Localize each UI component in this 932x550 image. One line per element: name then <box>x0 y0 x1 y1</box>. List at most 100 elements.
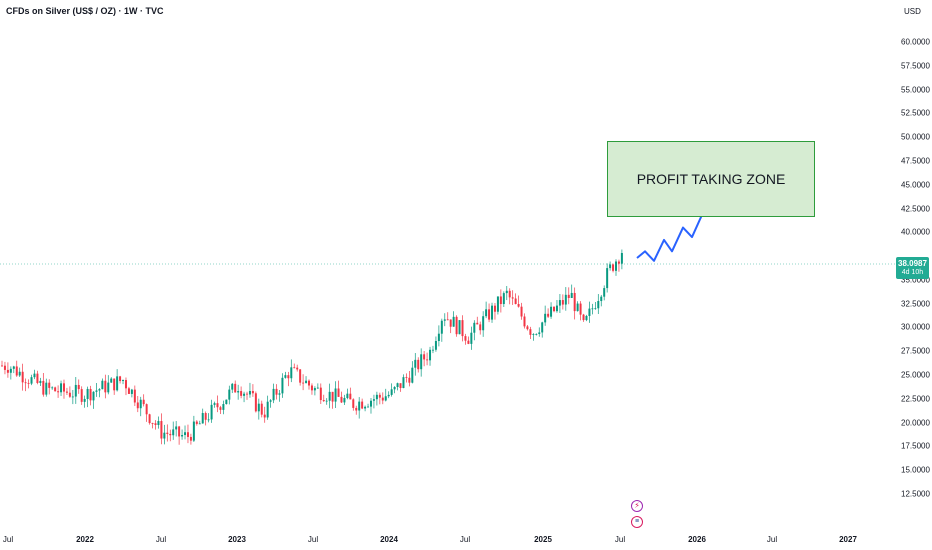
candle-body <box>6 369 9 373</box>
time-tick-label: 2024 <box>380 535 398 544</box>
candle-body <box>529 329 532 335</box>
candle-body <box>310 385 313 391</box>
time-tick-label: 2026 <box>688 535 706 544</box>
candle-body <box>461 320 464 337</box>
price-tick-label: 40.0000 <box>901 227 930 237</box>
candle-body <box>62 383 65 392</box>
candle-body <box>225 399 228 405</box>
price-tick-label: 30.0000 <box>901 322 930 332</box>
candle-body <box>325 400 328 402</box>
candle-body <box>364 406 367 409</box>
candle-body <box>9 368 12 373</box>
candle-body <box>15 366 18 376</box>
candle-body <box>505 290 508 294</box>
candle-body <box>437 333 440 341</box>
price-tick-label: 35.0000 <box>901 275 930 285</box>
candle-body <box>86 388 89 399</box>
candle-body <box>275 388 278 395</box>
candle-body <box>576 303 579 312</box>
candle-body <box>42 380 45 395</box>
candle-body <box>384 396 387 401</box>
candle-body <box>532 334 535 335</box>
candle-body <box>178 426 181 437</box>
price-tick-label: 12.5000 <box>901 489 930 499</box>
candle-body <box>281 377 284 394</box>
candle-body <box>405 377 408 378</box>
candle-body <box>104 380 107 393</box>
candle-body <box>588 308 591 316</box>
candle-body <box>423 354 426 360</box>
candle-body <box>293 367 296 369</box>
candle-body <box>449 319 452 327</box>
candle-body <box>375 394 378 400</box>
candle-body <box>192 421 195 441</box>
candle-body <box>499 296 502 305</box>
candle-body <box>482 316 485 331</box>
candle-body <box>431 349 434 351</box>
candle-body <box>228 389 231 400</box>
price-tick-label: 22.5000 <box>901 394 930 404</box>
candle-body <box>266 401 269 418</box>
candle-body <box>12 366 15 369</box>
candle-body <box>299 369 302 383</box>
price-tick-label: 52.5000 <box>901 108 930 118</box>
candle-body <box>219 407 222 410</box>
candle-body <box>564 294 567 305</box>
time-tick-label: Jul <box>307 535 319 544</box>
candle-body <box>240 391 243 396</box>
lightning-event-icon[interactable]: ⚡ <box>631 500 643 512</box>
candle-body <box>443 319 446 321</box>
currency-label[interactable]: USD <box>904 7 921 16</box>
candle-body <box>24 382 27 384</box>
candle-body <box>331 391 334 402</box>
candle-body <box>408 377 411 383</box>
price-tick-label: 27.5000 <box>901 346 930 356</box>
time-tick-label: 2023 <box>228 535 246 544</box>
candle-body <box>21 371 24 383</box>
candle-body <box>139 399 142 409</box>
candle-body <box>420 354 423 370</box>
candle-body <box>514 298 517 305</box>
candle-body <box>579 303 582 315</box>
candle-body <box>352 399 355 408</box>
candle-body <box>387 394 390 397</box>
candle-body <box>27 382 30 384</box>
candle-body <box>520 306 523 317</box>
candle-body <box>429 349 432 361</box>
candle-body <box>184 432 187 436</box>
candle-body <box>426 359 429 361</box>
candle-body <box>201 413 204 424</box>
candle-body <box>340 396 343 403</box>
candle-body <box>316 387 319 389</box>
candle-body <box>470 332 473 344</box>
candle-body <box>154 423 157 425</box>
chart-title: CFDs on Silver (US$ / OZ) · 1W · TVC <box>6 6 164 16</box>
candle-body <box>186 432 189 437</box>
profit-taking-zone[interactable]: PROFIT TAKING ZONE <box>607 141 815 217</box>
candle-body <box>89 388 92 401</box>
candle-body <box>116 376 119 391</box>
candle-body <box>107 382 110 393</box>
candle-body <box>133 389 136 403</box>
candle-body <box>181 435 184 437</box>
candle-body <box>414 359 417 368</box>
candles-group <box>1 249 623 445</box>
candle-body <box>561 300 564 305</box>
candle-body <box>113 378 116 391</box>
candle-body <box>517 304 520 307</box>
candle-body <box>95 390 98 392</box>
candle-body <box>390 389 393 395</box>
candle-body <box>222 404 225 410</box>
candle-body <box>600 296 603 302</box>
price-tick-label: 57.5000 <box>901 61 930 71</box>
candle-body <box>36 373 39 383</box>
candle-body <box>157 421 160 425</box>
candle-body <box>523 316 526 327</box>
last-price-value: 38.0987 <box>898 259 927 268</box>
us-flag-event-icon[interactable]: ≡ <box>631 516 643 528</box>
candle-body <box>508 290 511 298</box>
candle-body <box>594 308 597 310</box>
candle-body <box>74 384 77 397</box>
